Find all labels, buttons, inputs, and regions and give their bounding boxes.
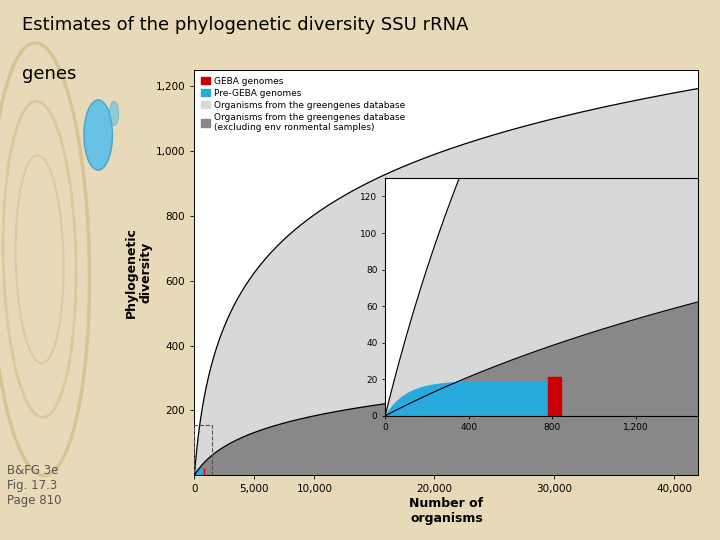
Legend: GEBA genomes, Pre-GEBA genomes, Organisms from the greengenes database, Organism: GEBA genomes, Pre-GEBA genomes, Organism… bbox=[199, 75, 408, 134]
Ellipse shape bbox=[109, 102, 119, 125]
Text: B&FG 3e
Fig. 17.3
Page 810: B&FG 3e Fig. 17.3 Page 810 bbox=[7, 464, 62, 508]
Ellipse shape bbox=[84, 100, 112, 170]
Text: genes: genes bbox=[22, 65, 76, 83]
Text: Estimates of the phylogenetic diversity SSU rRNA: Estimates of the phylogenetic diversity … bbox=[22, 16, 468, 34]
X-axis label: Number of
organisms: Number of organisms bbox=[410, 497, 483, 525]
Bar bbox=[194, 425, 212, 475]
Y-axis label: Phylogenetic
diversity: Phylogenetic diversity bbox=[125, 227, 153, 318]
